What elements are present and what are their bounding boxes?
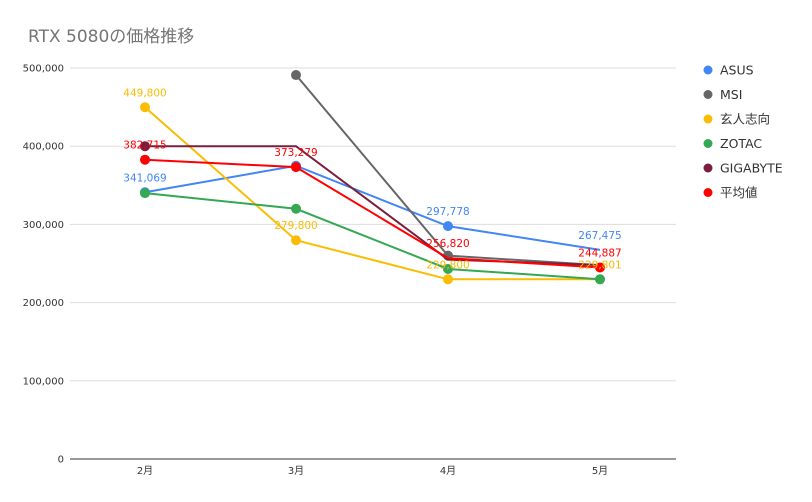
chart-title: RTX 5080の価格推移 bbox=[28, 27, 195, 47]
legend-label: 玄人志向 bbox=[720, 112, 770, 127]
data-label: 373,279 bbox=[274, 147, 317, 159]
data-label: 341,069 bbox=[123, 172, 166, 184]
legend-swatch bbox=[703, 114, 713, 124]
legend-label: GIGABYTE bbox=[720, 161, 783, 176]
data-label: 267,475 bbox=[578, 230, 621, 242]
data-label: 449,800 bbox=[123, 87, 166, 99]
series-line bbox=[144, 106, 601, 281]
data-label: 297,778 bbox=[426, 206, 469, 218]
y-tick-label: 0 bbox=[58, 455, 64, 466]
data-point bbox=[140, 141, 150, 152]
data-point bbox=[140, 154, 150, 165]
data-label: 279,800 bbox=[274, 220, 317, 232]
data-label: 256,820 bbox=[426, 238, 469, 250]
legend-label: ZOTAC bbox=[720, 136, 762, 151]
series-line bbox=[144, 164, 601, 251]
data-point bbox=[291, 70, 301, 81]
data-point bbox=[595, 274, 605, 285]
legend-swatch bbox=[703, 188, 713, 197]
data-point bbox=[595, 262, 605, 273]
data-label: 229,801 bbox=[578, 259, 621, 271]
data-point bbox=[140, 102, 150, 113]
data-label: 382,715 bbox=[123, 140, 166, 152]
legend-label: 平均値 bbox=[720, 185, 758, 200]
data-point bbox=[140, 188, 150, 199]
y-tick-label: 400,000 bbox=[23, 142, 64, 153]
data-point bbox=[291, 203, 301, 214]
legend-swatch bbox=[703, 90, 713, 99]
y-tick-label: 200,000 bbox=[23, 298, 64, 309]
legend-swatch bbox=[703, 163, 713, 173]
x-tick-label: 5月 bbox=[592, 465, 608, 477]
x-tick-label: 4月 bbox=[440, 465, 456, 477]
series-line bbox=[144, 158, 601, 269]
data-label: 244,887 bbox=[578, 247, 621, 259]
data-point bbox=[443, 221, 453, 232]
x-tick-label: 3月 bbox=[288, 465, 304, 477]
y-tick-label: 500,000 bbox=[23, 64, 64, 75]
legend-label: MSI bbox=[720, 87, 742, 102]
x-tick-label: 2月 bbox=[137, 465, 153, 477]
series-line bbox=[295, 74, 601, 267]
y-tick-label: 300,000 bbox=[23, 220, 64, 231]
y-tick-label: 100,000 bbox=[23, 376, 64, 387]
legend-swatch bbox=[703, 65, 713, 75]
legend-label: ASUS bbox=[720, 63, 754, 78]
series-line bbox=[144, 192, 601, 281]
data-point bbox=[291, 235, 301, 246]
legend-swatch bbox=[703, 139, 713, 148]
data-label: 229,800 bbox=[426, 259, 469, 271]
data-point bbox=[443, 263, 453, 274]
data-point bbox=[443, 274, 453, 285]
data-point bbox=[291, 162, 301, 173]
